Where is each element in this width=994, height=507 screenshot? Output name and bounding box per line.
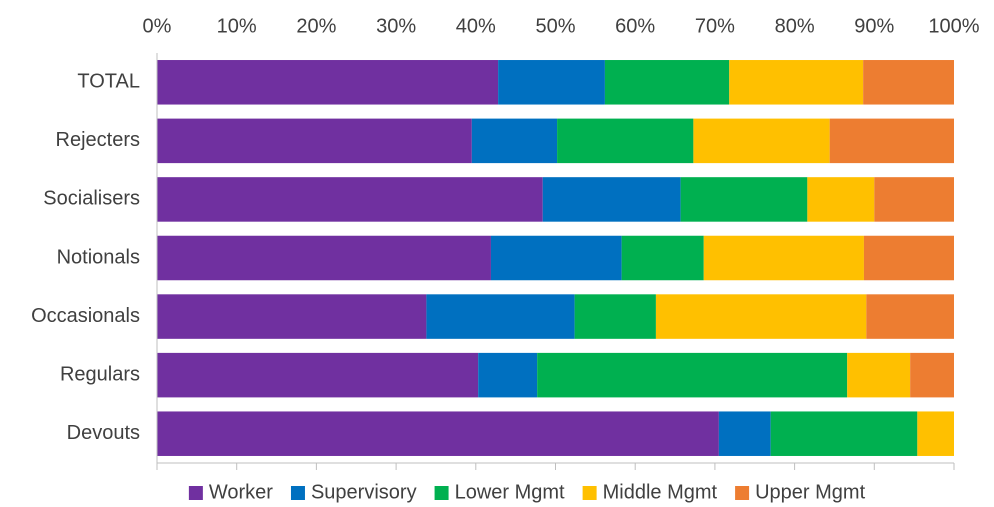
bar-segment: [847, 352, 911, 398]
bar-segment: [655, 294, 867, 339]
legend-label: Upper Mgmt: [755, 481, 865, 503]
bar-segment: [478, 352, 538, 398]
x-tick-label: 70%: [695, 15, 735, 37]
bar-segment: [604, 60, 730, 105]
legend-swatch: [188, 486, 203, 500]
bar-segment: [770, 411, 918, 456]
y-tick-label: TOTAL: [77, 71, 140, 93]
y-tick-label: Occasionals: [31, 305, 140, 327]
bar-segment: [157, 352, 479, 398]
bar-segment: [829, 118, 954, 164]
x-tick-label: 20%: [296, 15, 336, 37]
bar-segment: [729, 60, 864, 105]
legend-swatch: [290, 486, 305, 500]
legend-swatch: [735, 486, 750, 500]
bar-segment: [917, 411, 954, 456]
bar-segment: [498, 60, 605, 105]
bar-segment: [490, 235, 622, 281]
x-tick-label: 0%: [143, 15, 172, 37]
x-tick-label: 30%: [376, 15, 416, 37]
legend-label: Lower Mgmt: [455, 481, 565, 503]
y-tick-label: Regulars: [60, 363, 140, 385]
bar-segment: [426, 294, 575, 339]
y-tick-label: Devouts: [67, 422, 140, 444]
bar-segment: [693, 118, 830, 164]
legend-label: Middle Mgmt: [603, 481, 718, 503]
bar-segment: [157, 411, 719, 456]
y-tick-label: Notionals: [57, 246, 140, 268]
bar-segment: [574, 294, 656, 339]
x-tick-label: 80%: [775, 15, 815, 37]
bar-segment: [557, 118, 694, 164]
x-tick-label: 10%: [217, 15, 257, 37]
x-tick-label: 40%: [456, 15, 496, 37]
bar-segment: [910, 352, 954, 398]
legend-swatch: [434, 486, 449, 500]
legend-swatch: [582, 486, 597, 500]
bar-segment: [157, 118, 472, 164]
bar-segment: [157, 235, 491, 281]
bar-segment: [542, 177, 681, 222]
bar-segment: [863, 235, 954, 281]
y-tick-label: Socialisers: [43, 188, 140, 210]
legend-label: Supervisory: [311, 481, 417, 503]
bar-segment: [703, 235, 864, 281]
y-tick-label: Rejecters: [56, 129, 140, 151]
bar-segment: [621, 235, 704, 281]
bar-segment: [866, 294, 954, 339]
bar-segment: [874, 177, 954, 222]
x-tick-label: 100%: [928, 15, 979, 37]
x-tick-label: 90%: [854, 15, 894, 37]
bar-segment: [718, 411, 771, 456]
bar-segment: [807, 177, 875, 222]
bar-segment: [157, 60, 499, 105]
x-tick-label: 50%: [535, 15, 575, 37]
legend-label: Worker: [209, 481, 273, 503]
bar-segment: [471, 118, 558, 164]
bar-segment: [537, 352, 848, 398]
x-tick-label: 60%: [615, 15, 655, 37]
bar-segment: [157, 177, 543, 222]
bar-segment: [863, 60, 954, 105]
bar-segment: [157, 294, 427, 339]
bar-segment: [680, 177, 808, 222]
